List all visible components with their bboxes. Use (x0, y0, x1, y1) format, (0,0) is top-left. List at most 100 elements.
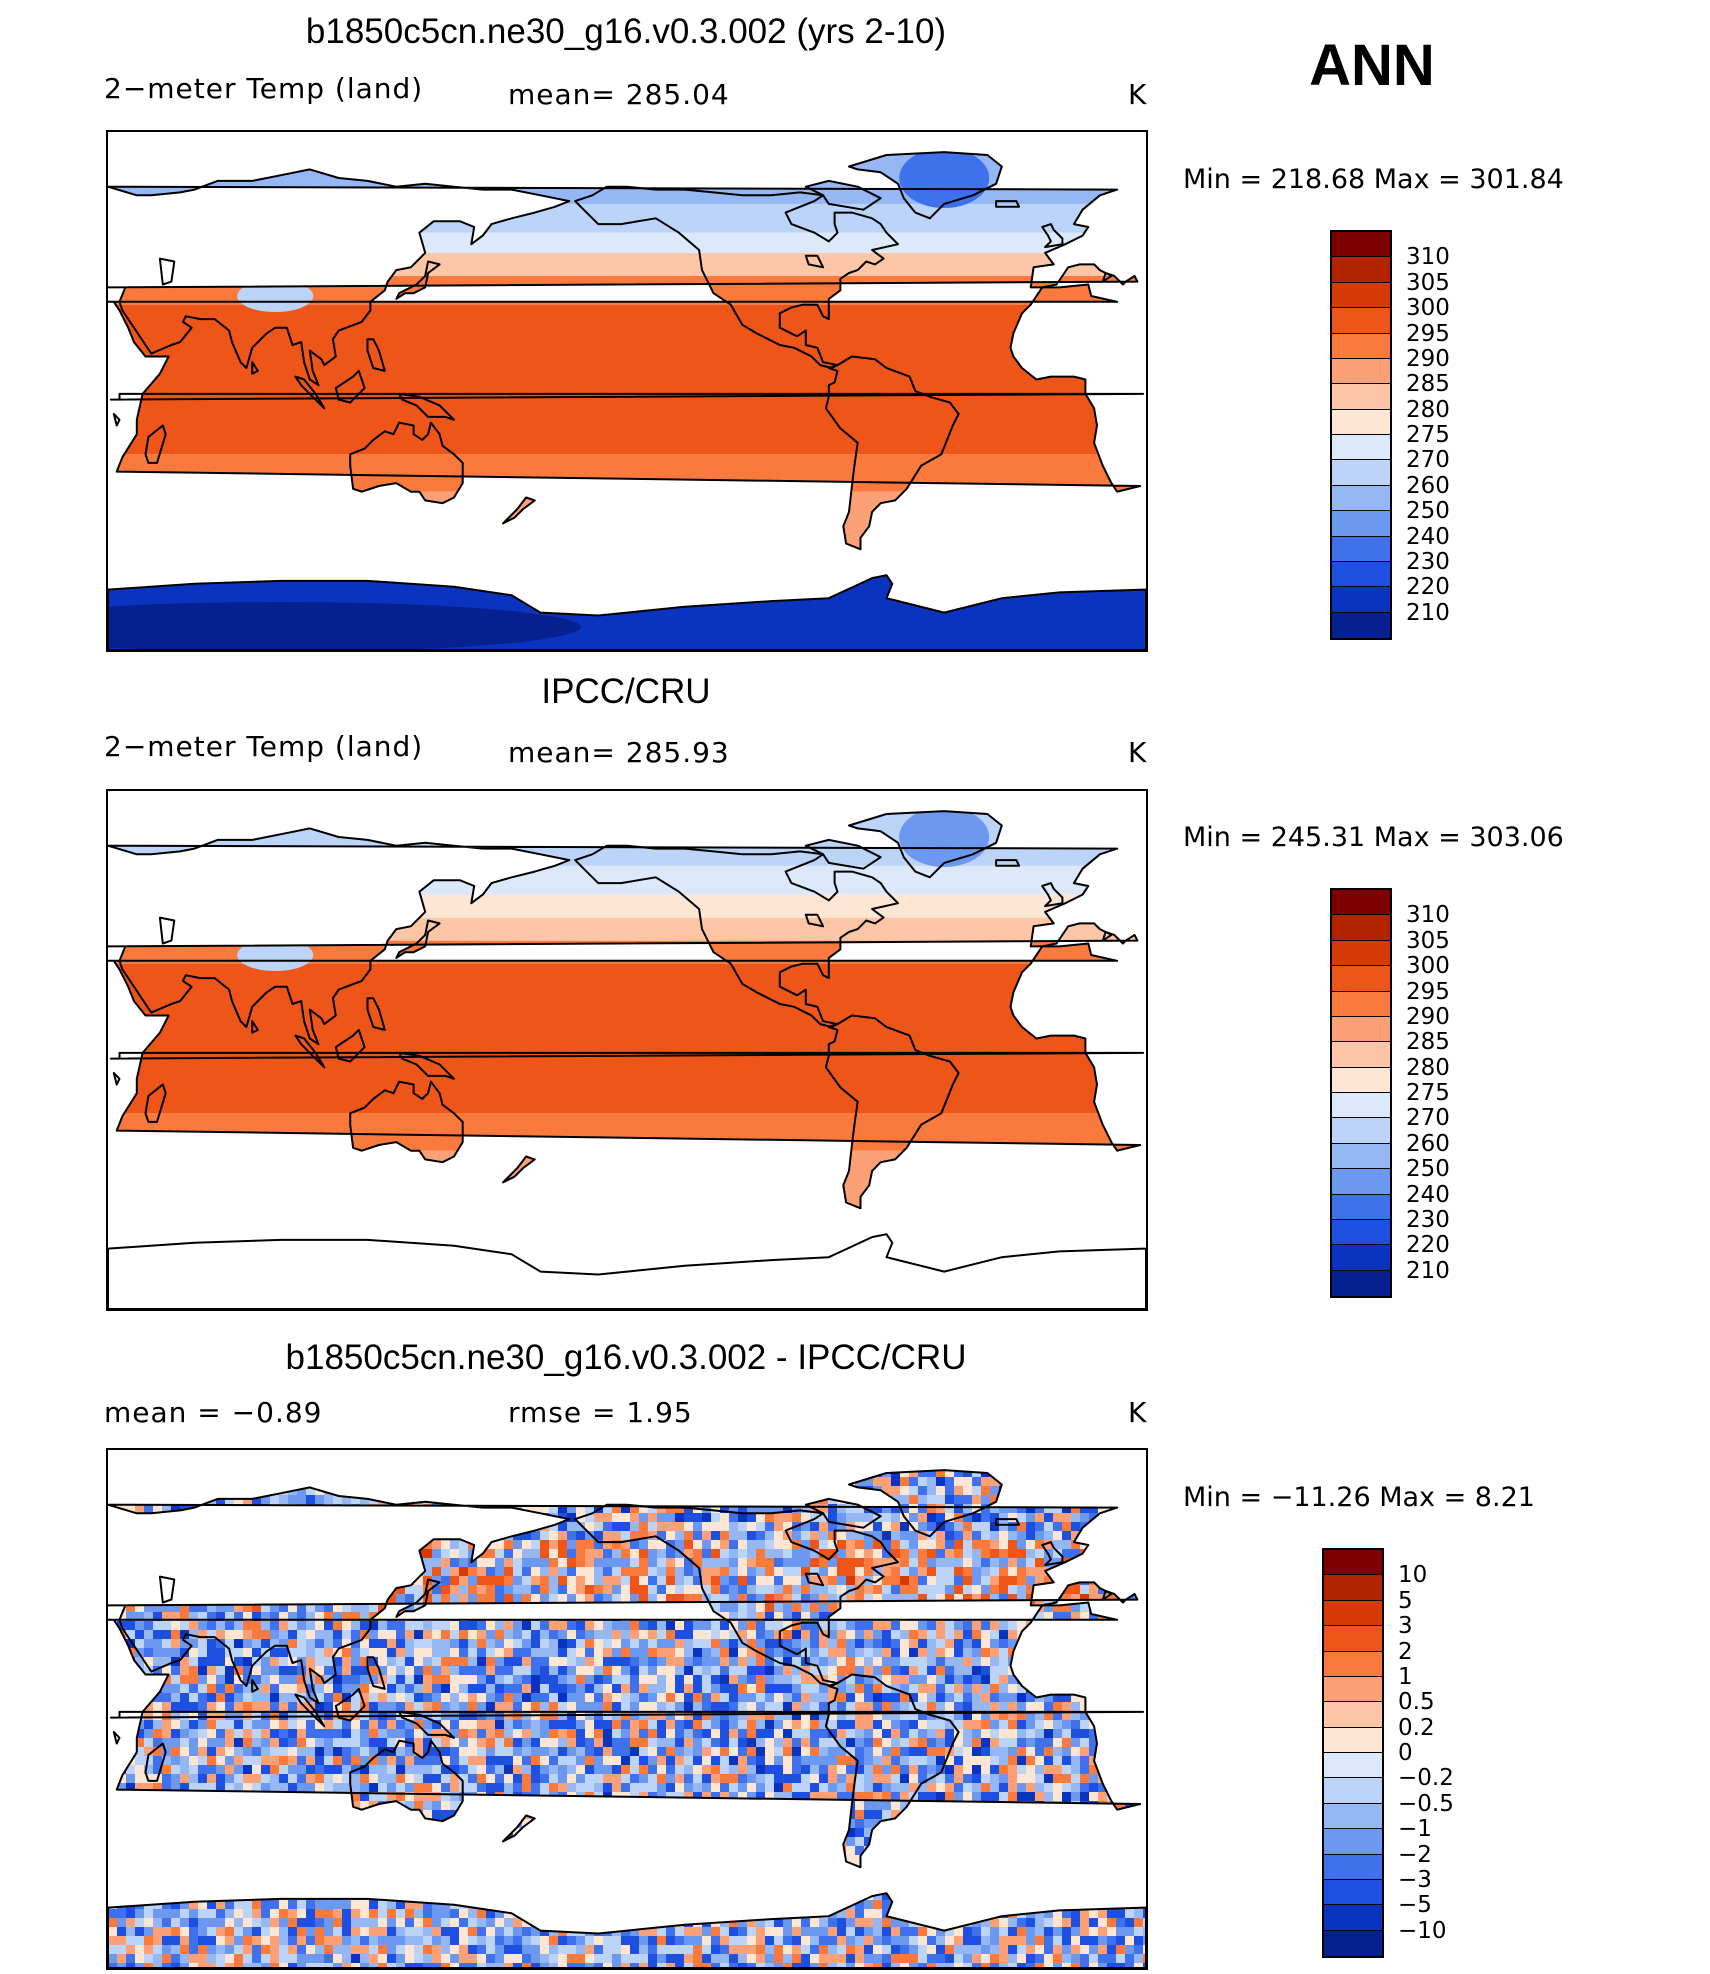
panel-2-colorbar (1330, 888, 1392, 1298)
colorbar-tick-label: −1 (1398, 1816, 1432, 1843)
colorbar-tick-label: 1 (1398, 1663, 1413, 1690)
panel-1-map (106, 130, 1148, 652)
panel-1-colorbar (1330, 230, 1392, 640)
panel-2-mean-label: mean= 285.93 (508, 736, 730, 769)
colorbar-tick-label: 290 (1406, 1003, 1450, 1030)
colorbar-swatch (1324, 1550, 1382, 1576)
colorbar-swatch (1332, 612, 1390, 638)
panel-3-map-svg (108, 1469, 1146, 1968)
colorbar-swatch (1332, 409, 1390, 435)
colorbar-swatch (1332, 308, 1390, 334)
colorbar-tick-label: 0.5 (1398, 1689, 1435, 1716)
colorbar-swatch (1332, 232, 1390, 258)
colorbar-swatch (1324, 1575, 1382, 1601)
colorbar-tick-label: 275 (1406, 422, 1450, 448)
colorbar-swatch (1324, 1626, 1382, 1652)
colorbar-swatch (1332, 1219, 1390, 1246)
colorbar-tick-label: −5 (1398, 1892, 1432, 1919)
panel-3-title: b1850c5cn.ne30_g16.v0.3.002 - IPCC/CRU (285, 1338, 967, 1377)
colorbar-tick-label: 240 (1406, 1181, 1450, 1208)
panel-2-title: IPCC/CRU (541, 672, 711, 711)
colorbar-tick-label: 305 (1406, 927, 1450, 954)
colorbar-tick-label: 295 (1406, 978, 1450, 1005)
colorbar-swatch (1324, 1905, 1382, 1931)
panel-1-variable-label: 2−meter Temp (land) (104, 72, 424, 105)
colorbar-swatch (1324, 1727, 1382, 1753)
colorbar-tick-label: 210 (1406, 599, 1450, 626)
colorbar-tick-label: 10 (1398, 1562, 1428, 1589)
panel-2-units: K (1128, 736, 1148, 769)
colorbar-swatch (1332, 1118, 1390, 1144)
panel-3-mean-label: mean = −0.89 (104, 1396, 323, 1429)
colorbar-swatch (1332, 1067, 1390, 1093)
colorbar-tick-label: 260 (1406, 472, 1450, 499)
panel-1-map-svg (108, 151, 1146, 650)
colorbar-swatch (1324, 1829, 1382, 1855)
colorbar-tick-label: −3 (1398, 1866, 1432, 1893)
colorbar-swatch (1332, 485, 1390, 512)
colorbar-tick-label: 285 (1406, 1029, 1450, 1056)
colorbar-swatch (1332, 966, 1390, 992)
colorbar-swatch (1332, 333, 1390, 359)
colorbar-tick-label: 295 (1406, 320, 1450, 347)
colorbar-tick-label: 250 (1406, 498, 1450, 525)
colorbar-tick-label: 275 (1406, 1080, 1450, 1106)
colorbar-tick-label: 285 (1406, 371, 1450, 398)
colorbar-swatch (1332, 358, 1390, 385)
panel-3-rmse-label: rmse = 1.95 (508, 1396, 693, 1429)
panel-2-variable-label: 2−meter Temp (land) (104, 730, 424, 763)
panel-1-title: b1850c5cn.ne30_g16.v0.3.002 (yrs 2-10) (305, 12, 947, 51)
colorbar-swatch (1332, 915, 1390, 941)
colorbar-swatch (1332, 435, 1390, 461)
colorbar-swatch (1332, 1194, 1390, 1220)
colorbar-swatch (1332, 282, 1390, 309)
colorbar-swatch (1332, 561, 1390, 588)
coastlines (108, 151, 1146, 650)
colorbar-tick-label: 280 (1406, 396, 1450, 423)
colorbar-swatch (1332, 257, 1390, 283)
panel-1-mean-label: mean= 285.04 (508, 78, 730, 111)
land-fill (108, 1470, 1146, 1968)
colorbar-tick-label: −2 (1398, 1841, 1432, 1868)
panel-3-units: K (1128, 1396, 1148, 1429)
panel-2-map (106, 789, 1148, 1311)
colorbar-tick-label: 280 (1406, 1054, 1450, 1081)
colorbar-tick-label: 0 (1398, 1740, 1413, 1766)
colorbar-tick-label: 270 (1406, 447, 1450, 474)
colorbar-tick-label: 260 (1406, 1130, 1450, 1157)
colorbar-swatch (1332, 460, 1390, 486)
colorbar-swatch (1332, 536, 1390, 562)
land-fill (108, 152, 1146, 650)
colorbar-swatch (1324, 1778, 1382, 1804)
colorbar-tick-label: −10 (1398, 1917, 1447, 1944)
panel-1-min-max: Min = 218.68 Max = 301.84 (1183, 164, 1564, 195)
colorbar-swatch (1324, 1600, 1382, 1627)
colorbar-swatch (1332, 587, 1390, 613)
colorbar-swatch (1332, 991, 1390, 1017)
colorbar-swatch (1332, 890, 1390, 916)
colorbar-tick-label: 0.2 (1398, 1714, 1435, 1741)
colorbar-tick-label: 270 (1406, 1105, 1450, 1132)
colorbar-tick-label: 300 (1406, 295, 1450, 322)
coastlines (108, 810, 1146, 1309)
colorbar-tick-label: 210 (1406, 1257, 1450, 1284)
colorbar-swatch (1332, 1270, 1390, 1296)
colorbar-swatch (1324, 1803, 1382, 1830)
colorbar-tick-label: 250 (1406, 1156, 1450, 1183)
colorbar-tick-label: 220 (1406, 1232, 1450, 1259)
colorbar-swatch (1332, 384, 1390, 410)
colorbar-swatch (1324, 1676, 1382, 1703)
panel-3-map (106, 1448, 1148, 1970)
colorbar-swatch (1332, 1093, 1390, 1119)
colorbar-swatch (1324, 1854, 1382, 1880)
panel-3-min-max: Min = −11.26 Max = 8.21 (1183, 1482, 1535, 1513)
colorbar-swatch (1332, 1245, 1390, 1271)
colorbar-swatch (1324, 1651, 1382, 1677)
season-label: ANN (1309, 33, 1435, 98)
colorbar-tick-label: 310 (1406, 244, 1450, 271)
colorbar-swatch (1332, 1042, 1390, 1068)
colorbar-tick-label: −0.5 (1398, 1790, 1454, 1817)
colorbar-swatch (1324, 1930, 1382, 1956)
panel-1-units: K (1128, 78, 1148, 111)
colorbar-tick-label: 230 (1406, 1206, 1450, 1233)
